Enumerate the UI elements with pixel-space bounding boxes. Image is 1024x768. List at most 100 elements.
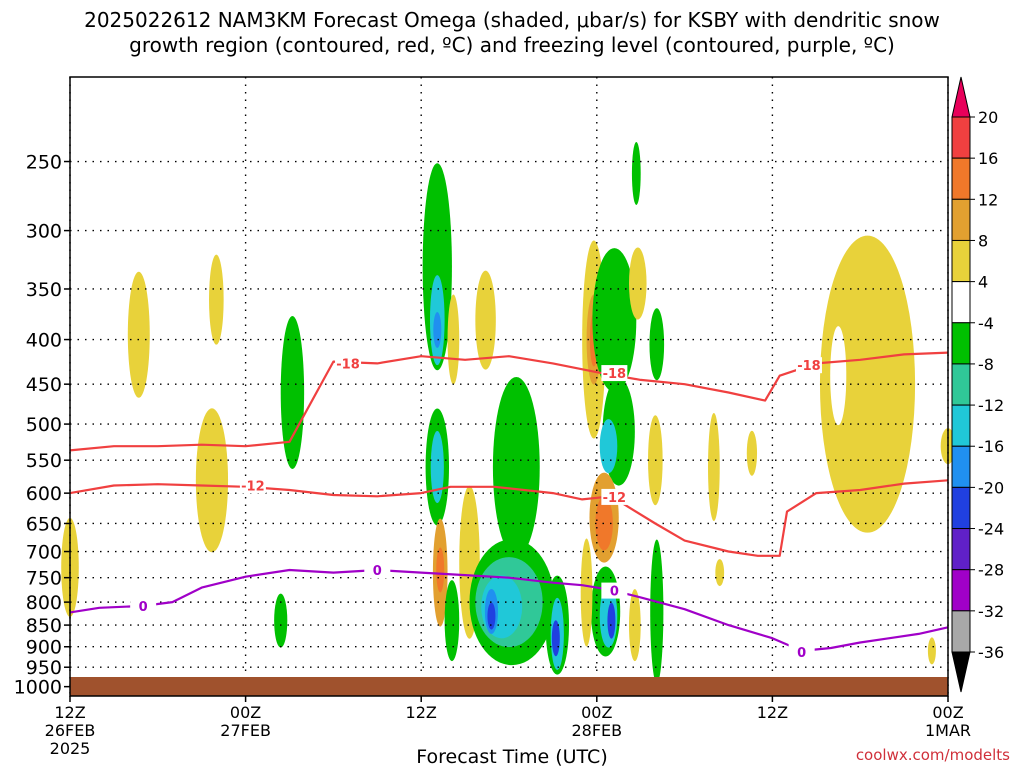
colorbar-box-7 — [951, 363, 971, 406]
colorbar-bottom-arrow — [951, 651, 971, 693]
colorbar-label: -12 — [978, 396, 1004, 415]
colorbar-label: 20 — [978, 108, 998, 127]
omega-shade-36 — [607, 602, 616, 639]
x-tick-label: 00Z — [932, 703, 963, 722]
colorbar-box-1 — [951, 116, 971, 159]
y-tick-label-800: 800 — [26, 592, 62, 614]
colorbar-box-2 — [951, 157, 971, 200]
contour-label-bg — [601, 582, 628, 599]
contour-label-bg — [364, 562, 391, 579]
x-tick-label: 27FEB — [220, 721, 271, 740]
colorbar-box-4 — [951, 239, 971, 283]
x-tick-label: 28FEB — [571, 721, 622, 740]
omega-shade-37 — [580, 538, 593, 647]
colorbar-label: 16 — [978, 149, 998, 168]
colorbar-box-10 — [951, 486, 971, 530]
omega-shade-46 — [746, 430, 758, 476]
omega-shade-33 — [595, 496, 613, 551]
contour-label-m12: -12 — [603, 491, 627, 506]
omega-shade-50 — [927, 637, 936, 665]
omega-shade-31 — [599, 419, 618, 474]
omega-shade-1 — [127, 271, 150, 398]
colorbar-box-13 — [951, 610, 971, 653]
plot-frame — [69, 76, 949, 697]
omega-shade-3 — [209, 254, 224, 345]
y-tick-label-450: 450 — [26, 374, 62, 396]
colorbar-label: -36 — [978, 643, 1004, 662]
contour-label-bg — [795, 357, 822, 374]
colorbar-label: 8 — [978, 231, 988, 250]
contour-label-m12: -12 — [241, 479, 265, 494]
colorbar-label: -16 — [978, 437, 1004, 456]
omega-shade-8 — [433, 311, 442, 348]
omega-shade-44 — [708, 413, 720, 522]
contour-label-0: 0 — [610, 585, 619, 600]
y-axis-ticks: 2503003504004505005506006507007508008509… — [14, 152, 70, 699]
omega-shade-2 — [195, 408, 229, 553]
colorbar-box-9 — [951, 445, 971, 488]
y-tick-label-550: 550 — [26, 450, 62, 472]
colorbar-box-5 — [951, 281, 971, 324]
y-tick-label-250: 250 — [26, 152, 62, 174]
omega-shade-4 — [280, 316, 305, 470]
colorbar-label: 4 — [978, 273, 988, 292]
colorbar: 20 16 12 8 4 -4 -8 -12 -16 -20 -24 -28 -32 -36 — [951, 76, 1004, 693]
omega-shade-43 — [650, 539, 664, 684]
colorbar-label: -24 — [978, 520, 1004, 539]
plot-border — [69, 76, 949, 697]
y-tick-label-300: 300 — [26, 221, 62, 243]
omega-shade-14 — [436, 547, 445, 593]
omega-shade-39 — [631, 141, 641, 205]
ground-surface — [70, 677, 948, 696]
contour-label-m18: -18 — [603, 367, 627, 382]
contour-label-m18: -18 — [797, 359, 821, 374]
omega-shade-41 — [649, 308, 665, 381]
y-tick-label-850: 850 — [26, 615, 62, 637]
x-axis-title: Forecast Time (UTC) — [416, 746, 608, 768]
colorbar-box-8 — [951, 404, 971, 447]
y-tick-label-350: 350 — [26, 279, 62, 301]
y-tick-label-1000: 1000 — [14, 677, 62, 699]
colorbar-box-12 — [951, 569, 971, 612]
omega-shade-29 — [592, 248, 637, 393]
omega-shade-6 — [422, 163, 452, 371]
x-tick-label: 2025 — [50, 739, 91, 758]
x-tick-label: 12Z — [54, 703, 85, 722]
chart-title-line-2: growth region (contoured, red, ºC) and f… — [129, 33, 895, 57]
colorbar-label: 12 — [978, 190, 998, 209]
omega-shade-12 — [475, 270, 496, 370]
omega-shade-47 — [819, 235, 916, 533]
credit-link[interactable]: coolwx.com/modelts — [855, 746, 1010, 764]
x-tick-label: 26FEB — [45, 721, 96, 740]
colorbar-label: -20 — [978, 478, 1004, 497]
y-tick-label-500: 500 — [26, 414, 62, 436]
y-tick-label-400: 400 — [26, 330, 62, 352]
y-tick-label-750: 750 — [26, 568, 62, 590]
contour-label-bg — [239, 477, 266, 494]
omega-shade-5 — [274, 593, 288, 648]
y-tick-label-950: 950 — [26, 657, 62, 679]
y-tick-label-600: 600 — [26, 483, 62, 505]
contour-label-bg — [788, 643, 815, 660]
contour-label-bg — [601, 365, 628, 382]
y-tick-label-900: 900 — [26, 637, 62, 659]
omega-shade-22 — [487, 602, 496, 630]
colorbar-top-arrow — [951, 76, 971, 118]
contour-layer: -18 -18 -18 -12 -12 0 0 0 0 — [69, 351, 949, 661]
contour-label-0: 0 — [797, 646, 806, 661]
x-tick-label: 12Z — [406, 703, 437, 722]
y-tick-label-700: 700 — [26, 542, 62, 564]
contour-label-bg — [130, 597, 157, 614]
omega-shade-38 — [628, 589, 641, 662]
omega-shade-17 — [492, 377, 540, 558]
omega-shade-45 — [715, 559, 725, 587]
colorbar-box-6 — [951, 322, 971, 365]
omega-shade-40 — [628, 247, 647, 320]
x-tick-label: 1MAR — [925, 721, 971, 740]
x-tick-label: 00Z — [581, 703, 612, 722]
contour-line-0 — [69, 568, 949, 652]
chart-title-line-1: 2025022612 NAM3KM Forecast Omega (shaded… — [84, 8, 940, 32]
omega-shade-15 — [444, 580, 460, 662]
contour-label-m18: -18 — [336, 357, 360, 372]
